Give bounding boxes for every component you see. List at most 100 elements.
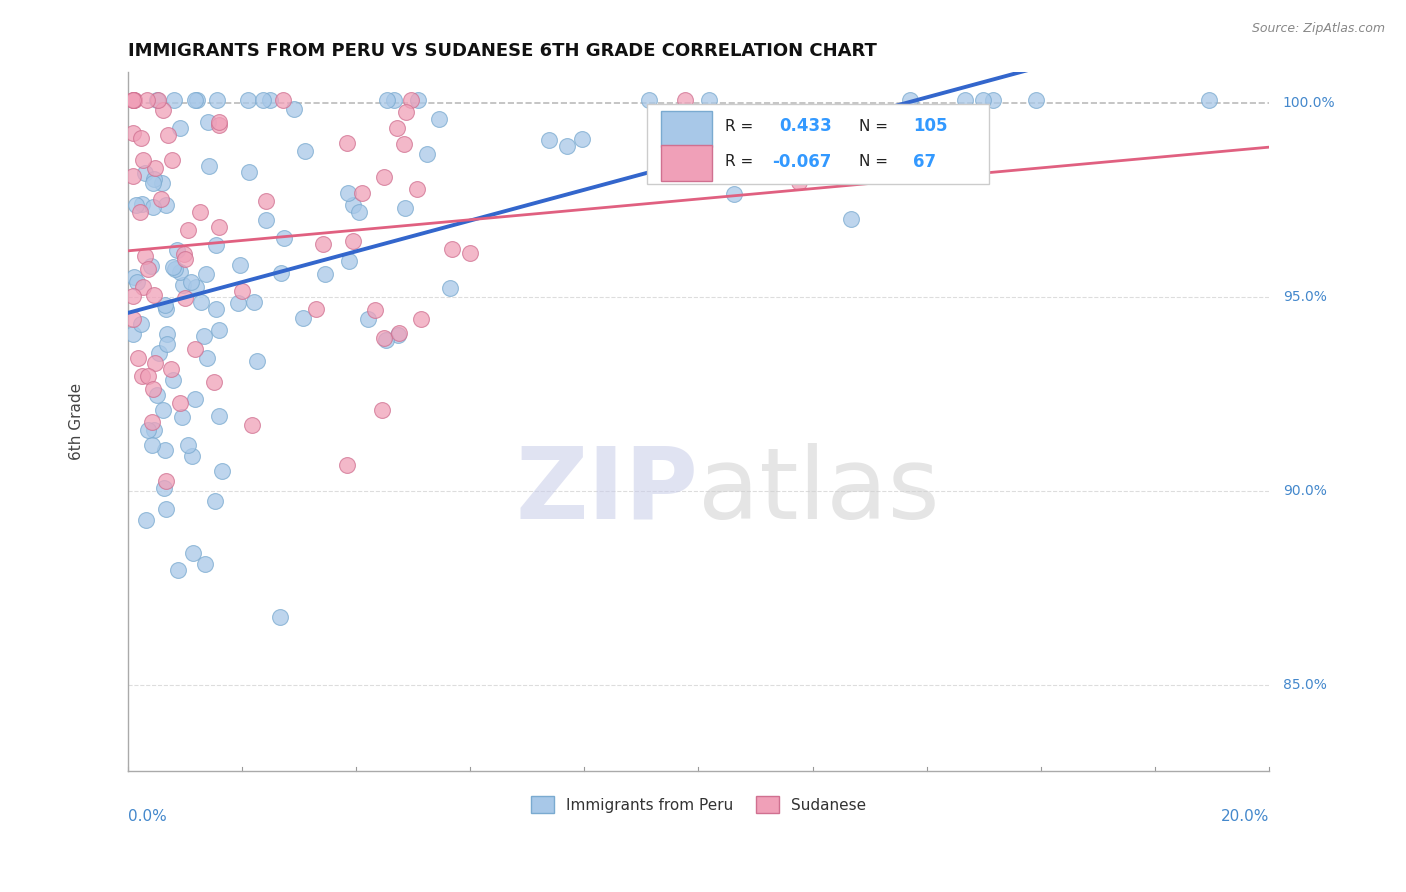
Point — [122, 289, 145, 303]
Point — [898, 93, 921, 107]
Point — [427, 112, 450, 127]
Text: atlas: atlas — [699, 443, 941, 540]
Point — [387, 327, 409, 342]
Point — [271, 93, 294, 107]
Point — [143, 161, 166, 175]
Point — [406, 93, 429, 107]
Point — [162, 373, 184, 387]
Point — [208, 323, 231, 337]
Point — [142, 288, 165, 302]
Point — [269, 609, 291, 624]
Point — [839, 212, 862, 227]
Point — [122, 93, 145, 107]
Point — [395, 104, 418, 119]
Point — [143, 423, 166, 437]
Point — [181, 449, 204, 463]
Point — [188, 205, 211, 219]
Point — [132, 280, 155, 294]
Point — [555, 138, 578, 153]
Point — [373, 170, 395, 185]
Point — [202, 375, 225, 389]
Point — [283, 102, 305, 116]
Point — [172, 277, 194, 292]
Text: 6th Grade: 6th Grade — [69, 383, 84, 460]
Text: 67: 67 — [912, 153, 936, 170]
Point — [145, 93, 167, 107]
Point — [156, 327, 179, 342]
Point — [731, 153, 754, 168]
Point — [170, 410, 193, 425]
Point — [208, 220, 231, 235]
Point — [394, 201, 416, 215]
Point — [143, 356, 166, 370]
Point — [385, 120, 408, 135]
Text: R =: R = — [724, 119, 758, 134]
Point — [142, 171, 165, 186]
Point — [122, 326, 145, 341]
Point — [127, 351, 149, 366]
Point — [135, 93, 157, 107]
Point — [238, 164, 260, 178]
Point — [160, 362, 183, 376]
Point — [125, 198, 148, 212]
Text: 20.0%: 20.0% — [1220, 809, 1270, 824]
Point — [204, 494, 226, 508]
Point — [409, 311, 432, 326]
Point — [375, 93, 398, 107]
Point — [134, 513, 156, 527]
Point — [252, 93, 274, 107]
Point — [312, 237, 335, 252]
Point — [184, 342, 207, 356]
Point — [167, 563, 190, 577]
Point — [458, 245, 481, 260]
Point — [177, 223, 200, 237]
Point — [399, 93, 422, 107]
Point — [205, 93, 228, 107]
Point — [440, 242, 463, 256]
Point — [342, 235, 364, 249]
Point — [231, 284, 253, 298]
Point — [1025, 93, 1047, 107]
Point — [153, 298, 176, 312]
Point — [208, 409, 231, 423]
Point — [142, 382, 165, 396]
Point — [152, 402, 174, 417]
Point — [336, 136, 359, 151]
Point — [755, 161, 778, 175]
Point — [122, 93, 145, 107]
Point — [180, 275, 202, 289]
Point — [155, 198, 177, 212]
Point — [153, 481, 176, 495]
Point — [371, 403, 394, 417]
Bar — [661, 145, 711, 181]
Point — [270, 266, 292, 280]
Point — [197, 115, 219, 129]
Point — [208, 115, 231, 129]
Point — [142, 200, 165, 214]
Point — [155, 502, 177, 516]
Point — [184, 279, 207, 293]
Point — [305, 301, 328, 316]
Point — [347, 205, 370, 219]
Point — [352, 186, 374, 200]
Point — [136, 262, 159, 277]
Point — [141, 416, 163, 430]
Point — [131, 196, 153, 211]
Text: 100.0%: 100.0% — [1282, 96, 1336, 111]
Point — [156, 337, 179, 351]
Point — [169, 265, 191, 279]
Point — [637, 93, 659, 107]
Text: 0.0%: 0.0% — [128, 809, 166, 824]
Point — [336, 458, 359, 472]
Point — [205, 237, 228, 252]
Point — [981, 93, 1004, 107]
Point — [125, 275, 148, 289]
Point — [194, 557, 217, 571]
Point — [134, 166, 156, 180]
Point — [163, 93, 186, 107]
Point — [166, 243, 188, 257]
Point — [129, 131, 152, 145]
Point — [122, 93, 145, 107]
Point — [198, 159, 221, 173]
Point — [184, 93, 207, 107]
